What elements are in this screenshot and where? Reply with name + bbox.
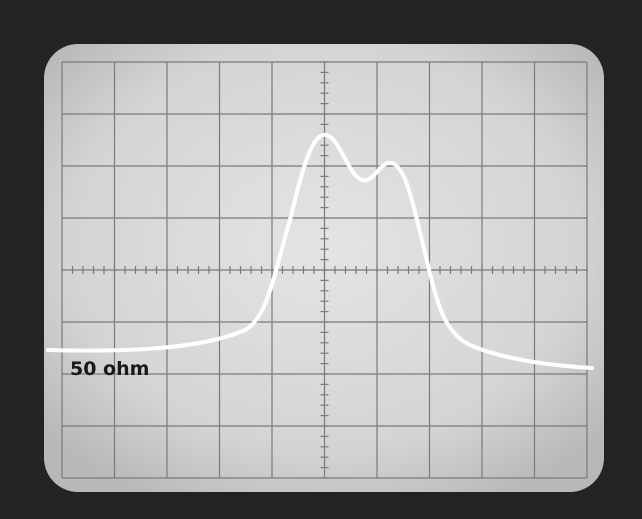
trace-label: 50 ohm bbox=[70, 358, 149, 380]
trace bbox=[46, 132, 594, 370]
graticule bbox=[61, 61, 588, 479]
